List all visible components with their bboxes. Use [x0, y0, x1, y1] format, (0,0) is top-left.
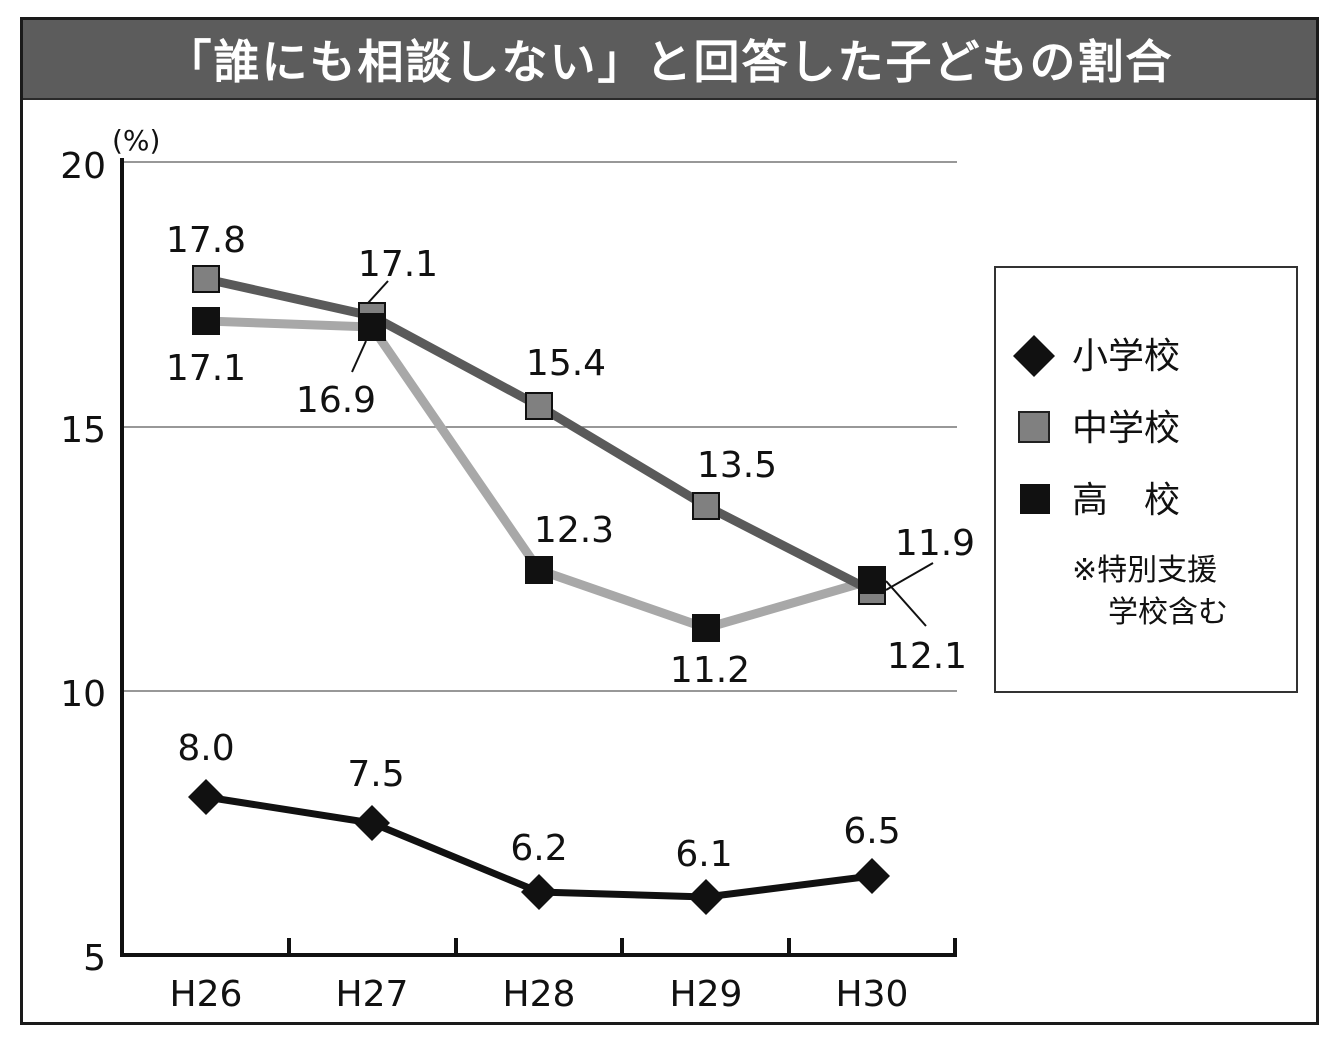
series-elementary-markers	[188, 779, 890, 915]
legend-black-square-icon	[1020, 484, 1050, 514]
y-tick-15: 15	[60, 410, 106, 451]
label-elem-h28: 6.2	[510, 828, 567, 869]
series-junior-high-markers	[192, 265, 886, 605]
y-tick-10: 10	[60, 674, 106, 715]
label-jh-h29: 13.5	[697, 445, 777, 486]
x-tick-h26: H26	[170, 974, 243, 1015]
label-elem-h26: 8.0	[177, 728, 234, 769]
legend-high-school: 高 校	[1072, 480, 1180, 521]
legend-gray-square-icon	[1018, 411, 1050, 443]
data-labels-junior-high: 17.8 17.1 15.4 13.5 11.9	[166, 220, 975, 564]
x-tick-h30: H30	[836, 974, 909, 1015]
label-hs-h26: 17.1	[166, 348, 246, 389]
label-jh-h26: 17.8	[166, 220, 246, 261]
label-hs-h28: 12.3	[534, 510, 614, 551]
label-jh-h30: 11.9	[895, 523, 975, 564]
legend-diamond-icon	[1013, 335, 1055, 377]
gridlines	[122, 161, 957, 692]
label-hs-h29: 11.2	[670, 650, 750, 691]
x-tick-h28: H28	[503, 974, 576, 1015]
y-axis-labels: 20 15 10 5 (%)	[60, 124, 160, 979]
label-hs-h27: 16.9	[296, 380, 376, 421]
y-unit-label: (%)	[112, 124, 160, 157]
series-high-school-markers	[192, 307, 886, 642]
label-elem-h29: 6.1	[675, 834, 732, 875]
data-labels-elementary: 8.0 7.5 6.2 6.1 6.5	[177, 728, 900, 875]
axes	[120, 158, 957, 957]
x-axis-labels: H26 H27 H28 H29 H30	[170, 974, 909, 1015]
label-jh-h28: 15.4	[526, 343, 606, 384]
label-hs-h30: 12.1	[887, 636, 967, 677]
data-labels-high-school: 17.1 16.9 12.3 11.2 12.1	[166, 348, 967, 691]
legend-note-line1: ※特別支援	[1072, 553, 1217, 588]
legend: 小学校 中学校 高 校 ※特別支援 学校含む	[994, 266, 1298, 693]
label-elem-h30: 6.5	[843, 811, 900, 852]
legend-junior-high: 中学校	[1072, 408, 1180, 449]
chart-title: 「誰にも相談しない」と回答した子どもの割合	[23, 20, 1316, 100]
label-jh-h27: 17.1	[358, 244, 438, 285]
label-elem-h27: 7.5	[347, 754, 404, 795]
x-tick-h27: H27	[336, 974, 409, 1015]
x-tick-h29: H29	[670, 974, 743, 1015]
y-tick-5: 5	[83, 938, 106, 979]
y-tick-20: 20	[60, 146, 106, 187]
legend-note-line2: 学校含む	[1108, 595, 1228, 630]
legend-elementary: 小学校	[1072, 336, 1180, 377]
leader-lines	[351, 280, 934, 627]
